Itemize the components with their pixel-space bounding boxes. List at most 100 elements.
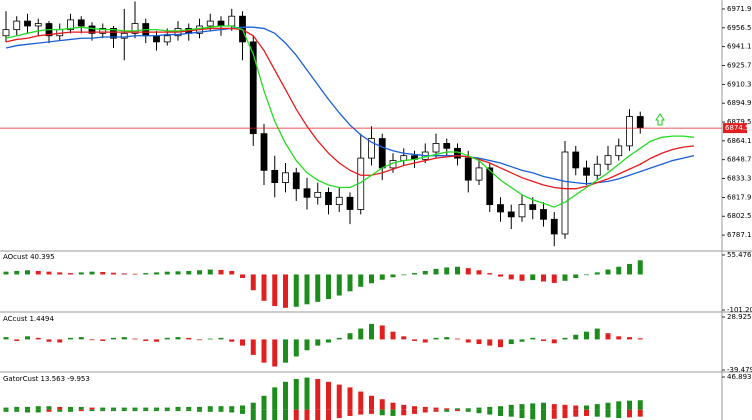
gator-bar: [573, 409, 579, 417]
histogram-bar: [240, 274, 245, 278]
histogram-bar: [272, 274, 278, 307]
gator-bar: [229, 406, 235, 410]
histogram-bar: [111, 272, 116, 275]
histogram-bar: [46, 339, 52, 342]
gator-bar: [25, 409, 30, 413]
gator-bar: [272, 387, 278, 410]
gator-bar: [304, 409, 310, 420]
gator-bar: [186, 409, 192, 412]
gator-bar: [584, 409, 589, 416]
candle-body: [529, 204, 537, 210]
gator-bar: [390, 409, 396, 416]
histogram-bar: [584, 274, 589, 276]
histogram-bar: [197, 339, 202, 341]
gator-bar: [637, 400, 643, 410]
gator-bar: [422, 409, 428, 413]
histogram-bar: [487, 339, 493, 346]
gator-bar: [304, 377, 310, 410]
gator-bar: [218, 409, 224, 412]
candle-body: [497, 204, 504, 213]
histogram-bar: [551, 274, 557, 283]
histogram-bar: [508, 274, 514, 280]
gator-bar: [401, 404, 407, 410]
histogram-bar: [229, 339, 235, 342]
candle-body: [443, 143, 451, 149]
histogram-bar: [46, 271, 52, 275]
candle-body: [368, 138, 375, 159]
histogram-bar: [164, 271, 170, 275]
gator-bar: [465, 408, 471, 410]
histogram-bar: [369, 323, 374, 340]
candle-body: [260, 133, 268, 171]
y-tick-label: 6971.90: [727, 5, 752, 13]
histogram-bar: [412, 339, 417, 341]
gator-bar: [627, 409, 632, 418]
histogram-bar: [143, 273, 149, 275]
gator-bar: [508, 404, 514, 410]
gator-bar: [261, 409, 267, 420]
histogram-bar: [175, 271, 181, 275]
histogram-bar: [250, 339, 256, 355]
gator-bar: [14, 406, 20, 410]
buy-arrow: [655, 113, 665, 126]
histogram-bar: [562, 337, 568, 340]
histogram-bar: [616, 266, 622, 275]
histogram-bar: [197, 270, 202, 275]
gator-bar: [143, 407, 149, 410]
gator-bar: [476, 409, 482, 414]
histogram-bar: [111, 337, 116, 340]
histogram-bar: [57, 272, 63, 275]
gator-bar: [240, 405, 245, 410]
gator-bar: [3, 407, 9, 410]
y-tick-label: 28.9253: [727, 313, 752, 321]
histogram-bar: [218, 337, 224, 340]
histogram-bar: [433, 337, 439, 340]
candle-body: [217, 20, 225, 27]
histogram-bar: [519, 274, 525, 281]
candle-body: [99, 28, 107, 34]
histogram-bar: [347, 333, 353, 340]
gator-bar: [562, 409, 568, 419]
gator-bar: [35, 406, 41, 410]
histogram-bar: [304, 274, 310, 305]
gator-bar: [89, 409, 95, 412]
histogram-bar: [293, 274, 299, 307]
gator-bar: [89, 407, 95, 410]
current-price-label: 6874.53: [725, 124, 752, 132]
histogram-bar: [551, 339, 557, 344]
histogram-bar: [422, 270, 428, 275]
gator-bar: [283, 381, 288, 410]
gator-bar: [14, 409, 20, 412]
candle-body: [292, 172, 300, 190]
gator-bar: [186, 406, 192, 410]
gator-bar: [616, 401, 622, 410]
gator-bar: [46, 409, 52, 412]
gator-bar: [508, 409, 514, 417]
histogram-bar: [293, 339, 299, 357]
candle-body: [131, 23, 139, 34]
gator-bar: [46, 406, 52, 410]
histogram-bar: [89, 271, 95, 275]
histogram-bar: [519, 339, 525, 342]
y-tick-label: 55.476: [727, 251, 752, 259]
moving-average-line: [5, 26, 695, 185]
histogram-bar: [379, 274, 385, 280]
histogram-bar: [530, 337, 536, 340]
histogram-bar: [186, 337, 192, 340]
candle-body: [572, 151, 580, 169]
histogram-bar: [3, 271, 9, 275]
candle-body: [163, 35, 171, 43]
histogram-bar: [476, 339, 482, 345]
gator-bar: [121, 407, 127, 410]
gator-bar: [519, 404, 525, 410]
gator-bar: [207, 409, 213, 412]
y-tick-label: 6848.70: [727, 156, 752, 164]
gator-bar: [78, 409, 84, 412]
histogram-bar: [132, 338, 138, 340]
histogram-bar: [594, 272, 600, 275]
gator-bar: [422, 406, 428, 410]
histogram-bar: [261, 274, 267, 301]
indicator-title: ACcust 1.4494: [3, 315, 54, 323]
gator-bar: [476, 407, 482, 410]
